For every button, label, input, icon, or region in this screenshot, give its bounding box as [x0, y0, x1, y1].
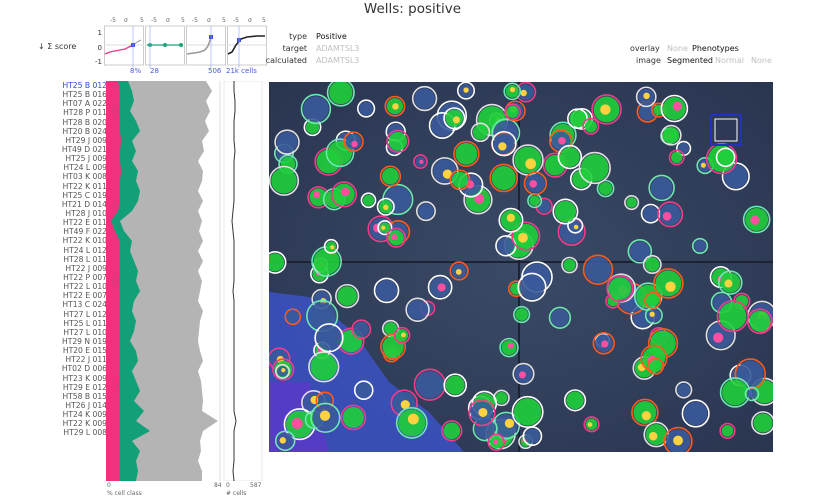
top-tick-3a: -5: [192, 17, 198, 24]
calculated-value: ADAMTSL3: [316, 56, 360, 65]
cell-count-line: [231, 81, 237, 481]
target-value: ADAMTSL3: [316, 44, 360, 53]
well-row[interactable]: HT29 N 019: [61, 336, 107, 346]
image-option-none[interactable]: None: [751, 56, 772, 65]
score-chart-cells-svg: [227, 25, 267, 68]
right-axis-max: 587: [250, 482, 262, 489]
well-row[interactable]: HT28 B 020: [62, 117, 107, 127]
well-row[interactable]: HT25 L 011: [63, 318, 107, 328]
top-tick-4c: 5: [262, 17, 266, 24]
cell-markers: [269, 82, 773, 452]
well-row[interactable]: HT29 J 009: [65, 135, 107, 145]
score-value-count: 28: [150, 67, 159, 75]
top-tick-4b: σ: [248, 17, 252, 24]
type-value: Positive: [316, 32, 347, 41]
well-row[interactable]: HT20 E 015: [62, 346, 107, 356]
well-row[interactable]: HT25 B 016: [62, 90, 107, 100]
well-image-svg: [269, 82, 773, 452]
well-row[interactable]: HT22 E 007: [62, 291, 107, 301]
well-row[interactable]: HT22 J 011: [65, 355, 107, 365]
well-image-grid[interactable]: [269, 82, 773, 452]
well-row[interactable]: HT03 K 008: [62, 172, 107, 182]
well-row[interactable]: HT22 K 009: [62, 419, 107, 429]
cell-count-line-chart[interactable]: [222, 81, 264, 481]
overlay-option-none[interactable]: None: [667, 44, 688, 53]
top-tick-4a: -5: [233, 17, 239, 24]
well-row[interactable]: HT28 J 010: [65, 208, 107, 218]
overlay-label: overlay: [630, 44, 660, 53]
y-tick-mid: 0: [97, 44, 102, 52]
top-tick-1b: σ: [124, 17, 128, 24]
well-row[interactable]: HT28 L 011: [63, 254, 107, 264]
overlay-option-phenotypes[interactable]: Phenotypes: [692, 44, 739, 53]
score-value-cells: 21k cells: [226, 67, 257, 75]
top-tick-2c: 5: [181, 17, 185, 24]
well-list: HT25 B 012 HT25 B 016 HT07 A 022 HT28 P …: [51, 81, 107, 437]
score-chart-cells[interactable]: [227, 12, 267, 68]
right-axis-caption: # cells: [226, 490, 247, 497]
well-row[interactable]: HT24 K 009: [62, 410, 107, 420]
right-axis-min: 0: [226, 482, 230, 489]
well-row[interactable]: HT29 L 008: [63, 428, 107, 438]
well-row[interactable]: HT24 L 012: [63, 245, 107, 255]
well-row[interactable]: HT23 K 009: [62, 373, 107, 383]
left-axis-max: 84: [214, 482, 222, 489]
well-row[interactable]: HT22 E 011: [62, 218, 107, 228]
type-key: type: [289, 32, 307, 41]
well-row[interactable]: HT13 C 024: [62, 300, 107, 310]
left-axis-caption: % cell class: [107, 490, 142, 497]
y-tick-top: 1: [97, 29, 102, 37]
well-row[interactable]: HT28 P 011: [63, 108, 107, 118]
well-row[interactable]: HT29 E 012: [62, 382, 107, 392]
score-chart-percent[interactable]: [104, 12, 144, 68]
well-row[interactable]: HT20 B 024: [62, 126, 107, 136]
score-value-intensity: 506: [208, 67, 222, 75]
score-chart-percent-svg: [104, 25, 144, 68]
well-row[interactable]: HT24 L 009: [63, 163, 107, 173]
well-row[interactable]: HT22 P 007: [63, 272, 107, 282]
well-row[interactable]: HT49 F 022: [63, 227, 107, 237]
well-row[interactable]: HT27 L 010: [63, 327, 107, 337]
well-row[interactable]: HT58 B 015: [62, 391, 107, 401]
image-option-segmented[interactable]: Segmented: [667, 56, 713, 65]
score-chart-intensity-svg: [186, 25, 226, 68]
top-tick-2a: -5: [151, 17, 157, 24]
score-chart-intensity[interactable]: [186, 12, 226, 68]
score-chart-count-svg: [145, 25, 185, 68]
target-key: target: [282, 44, 307, 53]
cell-class-area-chart[interactable]: [106, 81, 226, 481]
top-tick-1c: 5: [140, 17, 144, 24]
top-tick-1a: -5: [110, 17, 116, 24]
well-row[interactable]: HT22 K 010: [62, 236, 107, 246]
well-row[interactable]: HT22 L 010: [63, 282, 107, 292]
image-label: image: [636, 56, 661, 65]
selected-cell-box: [710, 114, 742, 146]
well-row[interactable]: HT21 D 014: [61, 199, 107, 209]
y-tick-bottom: -1: [95, 58, 102, 66]
well-row[interactable]: HT02 D 006: [61, 364, 107, 374]
well-row[interactable]: HT49 D 021: [61, 144, 107, 154]
left-axis-min: 0: [107, 482, 111, 489]
well-row[interactable]: HT22 J 009: [65, 263, 107, 273]
top-tick-3b: σ: [207, 17, 211, 24]
well-row[interactable]: HT22 K 011: [62, 181, 107, 191]
top-tick-2b: σ: [166, 17, 170, 24]
well-row[interactable]: HT25 J 009: [65, 154, 107, 164]
score-axis-label[interactable]: ↓ Σ score: [38, 42, 77, 51]
page-title: Wells: positive: [363, 1, 462, 17]
well-row[interactable]: HT25 C 019: [62, 190, 107, 200]
well-row[interactable]: HT25 B 012: [62, 81, 107, 90]
image-option-normal[interactable]: Normal: [715, 56, 744, 65]
score-chart-count[interactable]: [145, 12, 185, 68]
score-value-percent: 8%: [130, 67, 142, 75]
well-row[interactable]: HT27 L 012: [63, 309, 107, 319]
pink-area: [106, 81, 121, 481]
calculated-key: calculated: [265, 56, 307, 65]
top-tick-3c: 5: [222, 17, 226, 24]
well-row[interactable]: HT07 A 022: [62, 99, 107, 109]
well-row[interactable]: HT26 J 014: [65, 400, 107, 410]
